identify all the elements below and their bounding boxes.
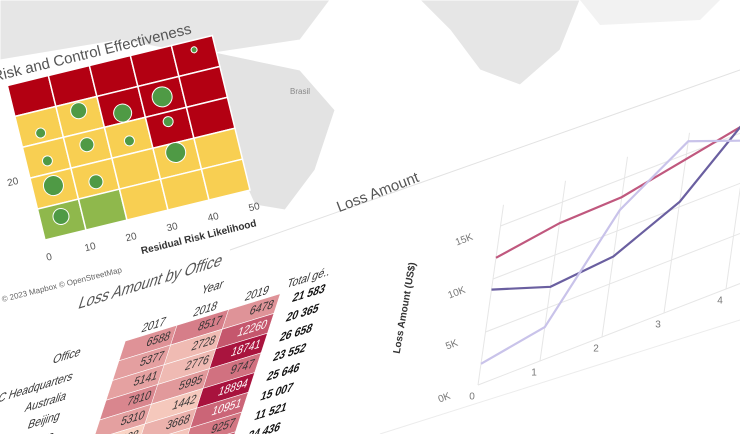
- y-tick-label: 20: [6, 176, 20, 189]
- panel-border: [379, 319, 740, 434]
- grid-line: [485, 232, 740, 333]
- map-label: Brasil: [290, 87, 310, 96]
- row-total: 26 658: [278, 320, 315, 344]
- grid-line: [477, 204, 504, 386]
- x-tick-label: 10: [84, 241, 98, 254]
- grid-line: [492, 182, 740, 280]
- x-tick-label: 3: [655, 320, 661, 331]
- row-total: 23 552: [271, 340, 308, 364]
- y-axis-label: Loss Amount (US$): [392, 262, 419, 355]
- x-tick-label: 30: [166, 221, 180, 234]
- risk-bubble: [190, 46, 198, 54]
- cell-value: 388: [118, 427, 140, 434]
- y-tick-label: 15K: [454, 232, 475, 249]
- series-line: [480, 139, 740, 365]
- row-total: 20 365: [284, 301, 321, 325]
- x-tick-label: 0: [45, 252, 53, 264]
- y-tick-label: 5K: [444, 338, 460, 353]
- x-tick-label: 4: [717, 296, 723, 307]
- panel-border: [229, 69, 740, 251]
- row-total: 25 646: [265, 360, 302, 384]
- x-tick-label: 0: [469, 392, 475, 403]
- grid-line: [477, 283, 740, 386]
- column-header: Year: [200, 276, 226, 297]
- grid-line: [601, 156, 628, 338]
- grid-line: [500, 132, 740, 227]
- risk-bubble: [162, 116, 174, 128]
- y-tick-label: 0K: [437, 391, 453, 406]
- risk-bubble: [123, 135, 135, 147]
- row-total: 24 436: [246, 419, 283, 434]
- x-axis-label: Residual Risk Likelihood: [140, 218, 258, 257]
- map-land: [580, 0, 720, 25]
- x-tick-label: 1: [531, 368, 537, 379]
- risk-bubble: [35, 127, 47, 139]
- risk-cell: [200, 158, 251, 201]
- row-total: 15 007: [259, 379, 296, 403]
- map-land: [419, 0, 581, 86]
- grid-line: [663, 132, 690, 314]
- risk-bubble: [151, 86, 173, 108]
- x-tick-label: 2: [593, 344, 599, 355]
- risk-bubble: [79, 137, 95, 153]
- grid-line: [725, 186, 740, 290]
- grid-line: [539, 180, 566, 362]
- chart-title: Loss Amount: [334, 169, 422, 216]
- risk-bubble: [42, 175, 64, 197]
- risk-bubble: [52, 207, 70, 225]
- x-tick-label: 20: [125, 231, 139, 244]
- risk-bubble: [41, 155, 53, 167]
- line-chart: 0K 5K 10K 15K 0 1 2 3 4 Loss Amount Loss Amount (U…: [334, 125, 740, 406]
- risk-bubble: [88, 174, 104, 190]
- x-tick-label: 40: [207, 211, 221, 224]
- series-line: [491, 125, 740, 291]
- heat-cell: [183, 411, 243, 434]
- x-tick-label: 50: [248, 201, 262, 214]
- risk-bubble: [70, 102, 88, 120]
- risk-bubble: [113, 103, 133, 123]
- risk-bubble: [165, 141, 187, 163]
- row-header: Office: [51, 344, 83, 367]
- series-line: [495, 125, 740, 259]
- y-tick-label: 10K: [447, 285, 468, 302]
